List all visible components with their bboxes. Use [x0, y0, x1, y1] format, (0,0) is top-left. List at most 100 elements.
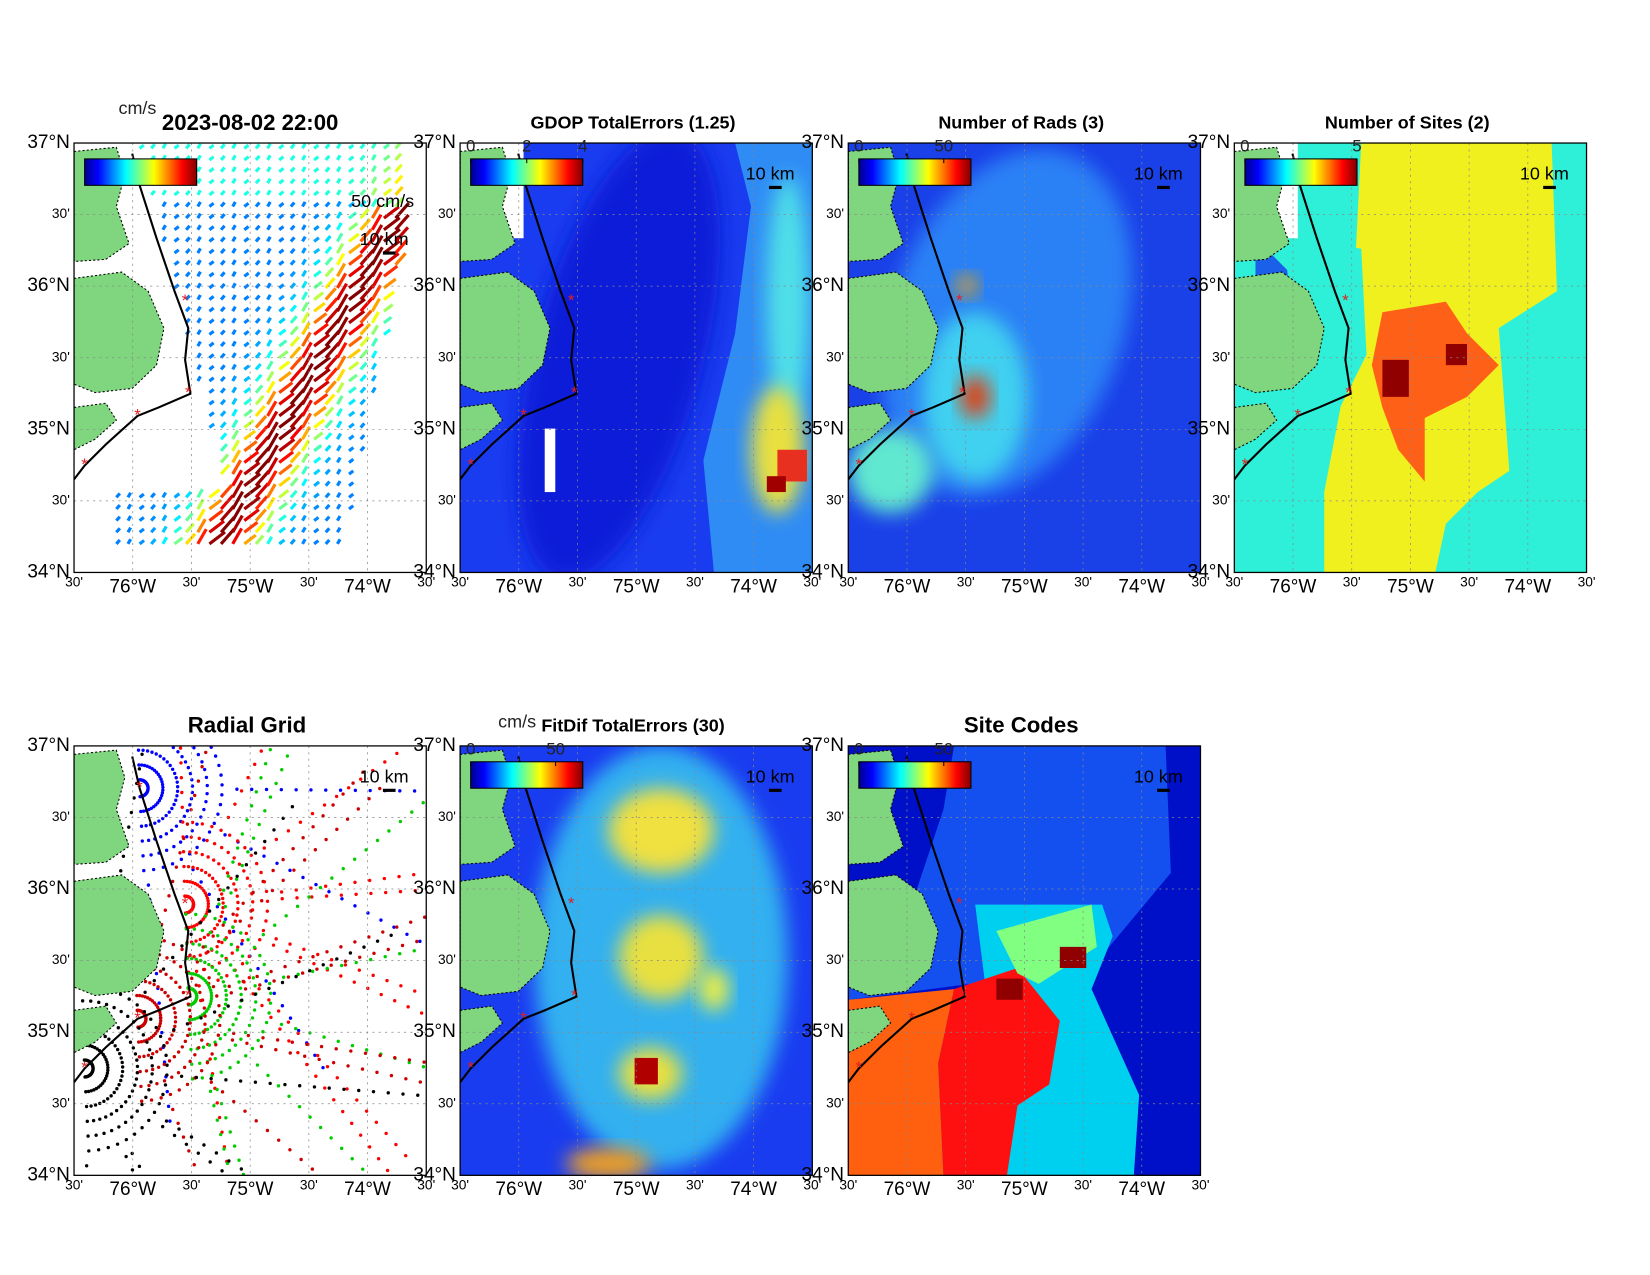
radial-point [208, 1002, 213, 1006]
current-arrow [382, 176, 392, 185]
current-arrow [184, 501, 193, 511]
current-arrow [313, 539, 320, 546]
radial-point [353, 940, 357, 944]
current-arrow [359, 238, 374, 255]
current-arrow [278, 350, 289, 360]
radial-point [301, 836, 305, 840]
current-arrow [359, 374, 367, 383]
current-arrow [324, 380, 337, 394]
lat-label: 37°N [802, 132, 845, 153]
radial-point [97, 1000, 101, 1005]
current-arrow [196, 201, 202, 208]
current-arrow [370, 203, 382, 219]
current-arrow [336, 242, 345, 254]
lon-label: 30' [839, 575, 857, 590]
radial-point [199, 880, 203, 884]
distance-scale: 10 km [746, 164, 795, 184]
radial-point [130, 1115, 134, 1119]
radial-point [202, 1143, 206, 1147]
radial-point [154, 971, 159, 976]
current-arrow [254, 373, 263, 383]
lon-label: 76°W [884, 1179, 931, 1200]
radial-point [309, 788, 313, 792]
radial-point [141, 809, 146, 813]
panel-title: Site Codes [964, 713, 1079, 738]
radial-point [262, 854, 266, 858]
radial-point [215, 950, 219, 954]
lat-label: 34°N [802, 561, 845, 582]
radial-point [201, 945, 205, 949]
current-arrow [359, 422, 366, 429]
radial-point [234, 1017, 238, 1021]
current-arrow [243, 260, 250, 266]
radial-point [206, 855, 210, 859]
current-arrow [289, 356, 303, 371]
lon-label: 30' [451, 575, 469, 590]
site-marker: * [568, 291, 575, 310]
lon-label: 30' [1225, 575, 1243, 590]
lon-label: 30' [182, 575, 200, 590]
current-arrow [301, 502, 307, 510]
radial-point [158, 754, 162, 758]
radial-point [212, 841, 217, 846]
current-arrow [266, 410, 279, 429]
radial-point [295, 904, 300, 909]
radial-point [280, 1004, 285, 1008]
radial-point [198, 990, 202, 995]
current-arrow [231, 259, 237, 266]
radial-point [160, 1124, 165, 1129]
lon-label: 30' [839, 1178, 857, 1193]
axes-frame [1233, 142, 1588, 574]
radial-point [339, 893, 344, 897]
current-arrow [336, 272, 348, 289]
radial-point [217, 1003, 221, 1008]
radial-point [127, 997, 131, 1001]
radial-point [232, 968, 236, 973]
radial-point [266, 1073, 270, 1078]
current-arrow [301, 291, 309, 301]
current-arrow [173, 213, 180, 220]
radial-point [253, 762, 257, 767]
current-arrow [289, 154, 296, 161]
radial-point [119, 1078, 123, 1083]
current-arrow [208, 271, 215, 278]
radial-point [217, 862, 221, 866]
land [848, 271, 939, 394]
radial-point [245, 818, 249, 822]
radial-point [226, 1004, 230, 1008]
current-arrow [324, 287, 337, 301]
radial-point [223, 1002, 228, 1006]
field-blob [848, 428, 933, 514]
radial-point [217, 1115, 222, 1120]
radial-point [286, 829, 291, 833]
current-arrow [254, 282, 261, 289]
radial-point [160, 987, 164, 992]
colorbar-tick-label: 0 [854, 740, 863, 759]
radial-point [283, 1082, 287, 1087]
site-marker: * [467, 455, 474, 474]
current-arrow [196, 177, 202, 185]
current-arrow [336, 316, 349, 336]
radial-point [200, 765, 204, 769]
current-arrow [184, 201, 191, 208]
radial-point [146, 838, 151, 843]
radial-point [362, 945, 366, 949]
radial-point [163, 990, 167, 995]
current-arrow [313, 247, 321, 255]
radial-point [412, 789, 417, 793]
current-arrow [278, 190, 285, 197]
radial-point [247, 924, 252, 928]
radial-point [223, 917, 228, 921]
radial-point [172, 1006, 176, 1010]
radial-point [171, 1107, 175, 1112]
current-arrow [278, 178, 285, 185]
radial-point [150, 1072, 154, 1076]
lat-label: 36°N [27, 878, 70, 899]
current-arrow [184, 282, 191, 289]
radial-point [195, 822, 199, 826]
radial-point [202, 935, 207, 940]
radial-point [220, 1053, 225, 1057]
land [460, 1005, 504, 1054]
current-arrow [348, 504, 355, 511]
current-arrow [359, 228, 373, 243]
